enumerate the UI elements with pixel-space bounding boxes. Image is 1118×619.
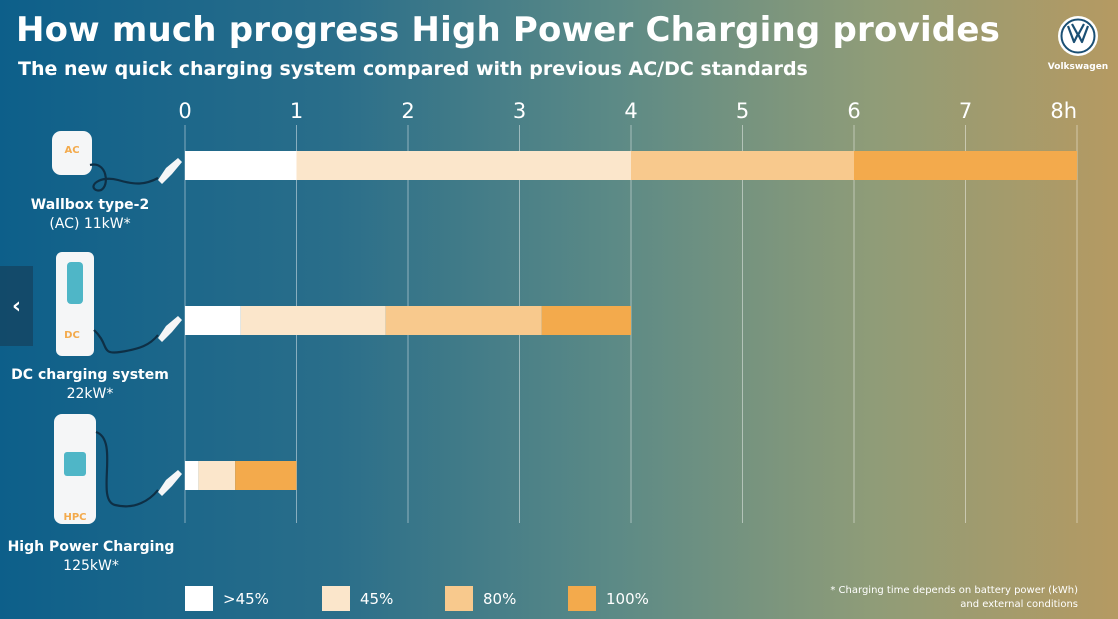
- x-tick-label: 1: [290, 99, 303, 123]
- chevron-left-icon: ‹: [11, 293, 22, 319]
- legend-label: 80%: [483, 589, 517, 608]
- legend-item: >45%: [185, 586, 269, 611]
- x-tick-label: 5: [736, 99, 749, 123]
- charging-cable-icon: [95, 430, 159, 508]
- page-title: How much progress High Power Charging pr…: [16, 10, 1001, 50]
- previous-slide-button[interactable]: ‹: [0, 266, 33, 346]
- bar-segment: [198, 461, 236, 490]
- bar-segment: [235, 461, 297, 490]
- charger-badge: HPC: [63, 512, 86, 523]
- x-tick-label: 4: [624, 99, 637, 123]
- brand-name: Volkswagen: [1047, 62, 1109, 72]
- bar-segment: [541, 306, 631, 335]
- dc-charger-screen: [67, 262, 83, 304]
- x-tick-label: 6: [847, 99, 860, 123]
- legend-swatch: [185, 586, 213, 611]
- legend-label: 45%: [360, 589, 394, 608]
- legend-swatch: [568, 586, 596, 611]
- charger-badge: AC: [64, 145, 79, 156]
- charging-plug-icon: [158, 158, 182, 184]
- charger-label-ac: Wallbox type-2 (AC) 11kW*: [20, 196, 160, 234]
- charger-badge: DC: [64, 330, 80, 341]
- x-tick-label: 3: [513, 99, 526, 123]
- bar-segment: [185, 306, 241, 335]
- charging-plug-icon: [158, 316, 182, 342]
- footnote: * Charging time depends on battery power…: [830, 585, 1078, 610]
- hpc-charger-screen: [64, 452, 86, 476]
- bar-segment: [240, 306, 386, 335]
- legend-item: 45%: [322, 586, 393, 611]
- charger-name: DC charging system: [11, 367, 169, 383]
- legend-item: 100%: [568, 586, 649, 611]
- bar-segment: [854, 151, 1077, 180]
- charger-name: High Power Charging: [7, 539, 175, 555]
- bar-segment: [296, 151, 631, 180]
- charger-name: Wallbox type-2: [30, 197, 150, 213]
- legend-label: >45%: [223, 589, 269, 608]
- bar-segment: [385, 306, 542, 335]
- brand-logo: Volkswagen: [1046, 14, 1110, 72]
- legend-item: 80%: [445, 586, 516, 611]
- charger-power: (AC) 11kW*: [49, 216, 131, 232]
- bar-segment: [631, 151, 854, 180]
- x-axis-ticks: 0 1 2 3 4 5 6 7 8h: [178, 99, 1077, 123]
- bar-segment: [185, 461, 199, 490]
- charger-label-dc: DC charging system 22kW*: [10, 366, 170, 404]
- wallbox-icon: [52, 131, 92, 175]
- legend-label: 100%: [606, 589, 649, 608]
- charger-label-hpc: High Power Charging 125kW*: [5, 538, 177, 576]
- x-tick-label: 7: [959, 99, 972, 123]
- x-tick-label: 0: [178, 99, 191, 123]
- x-tick-label: 2: [401, 99, 414, 123]
- legend-swatch: [445, 586, 473, 611]
- charger-power: 125kW*: [63, 558, 119, 574]
- charging-cable-icon: [93, 329, 159, 354]
- volkswagen-logo-icon: [1058, 16, 1098, 56]
- legend-swatch: [322, 586, 350, 611]
- x-tick-label: 8h: [1050, 99, 1077, 123]
- charging-plug-icon: [158, 470, 182, 496]
- bars: [185, 151, 1077, 490]
- bar-segment: [185, 151, 297, 180]
- page-subtitle: The new quick charging system compared w…: [18, 58, 808, 80]
- charger-icons: AC DC HPC: [52, 131, 182, 524]
- charging-cable-icon: [89, 163, 159, 192]
- charger-power: 22kW*: [66, 386, 114, 402]
